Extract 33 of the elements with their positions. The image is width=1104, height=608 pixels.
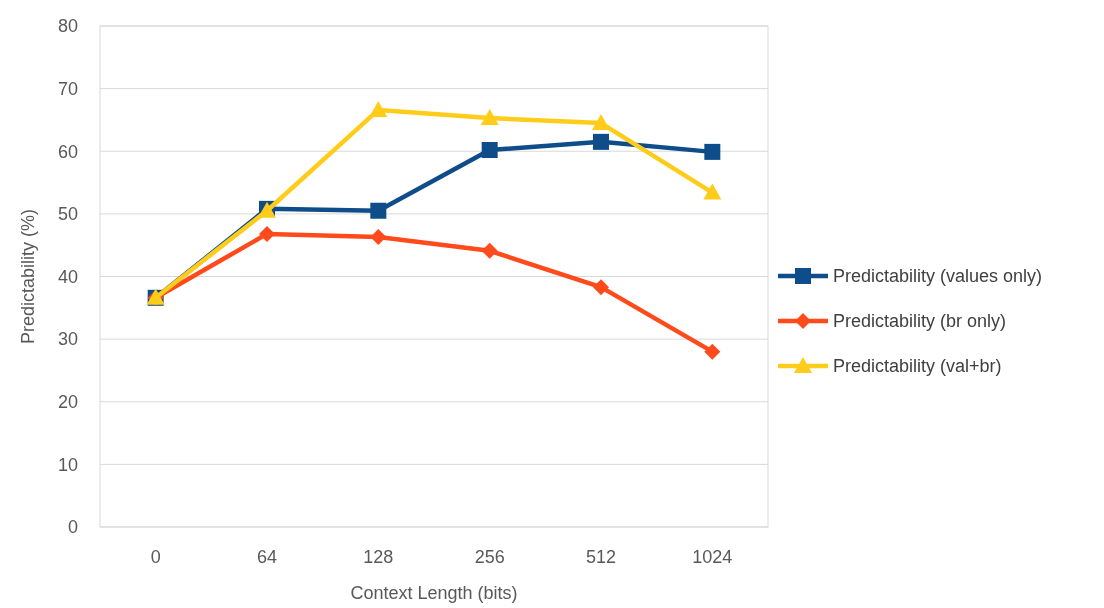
point	[480, 109, 499, 126]
y-tick-label: 70	[57, 78, 78, 99]
point	[703, 183, 722, 200]
y-tick-label: 20	[57, 392, 78, 413]
y-tick-label: 0	[67, 517, 78, 538]
x-tick-label: 64	[256, 547, 278, 568]
legend-label: Predictability (val+br)	[833, 356, 1002, 377]
x-tick-label: 1024	[692, 547, 733, 568]
x-tick-label: 128	[363, 547, 394, 568]
point	[592, 114, 610, 131]
y-tick-label: 50	[57, 204, 78, 225]
x-tick-label: 512	[585, 547, 617, 568]
x-axis-title: Context Length (bits)	[350, 583, 518, 603]
y-tick-label: 80	[57, 16, 78, 37]
point	[481, 142, 498, 158]
point	[370, 229, 387, 246]
x-tick-label: 0	[150, 547, 161, 568]
point	[593, 133, 609, 150]
point	[481, 242, 498, 259]
point	[370, 202, 387, 219]
y-tick-label: 40	[57, 266, 78, 287]
y-tick-label: 30	[57, 329, 78, 350]
x-tick-label: 256	[474, 547, 505, 568]
point	[369, 100, 388, 117]
point	[704, 343, 721, 360]
legend-label: Predictability (values only)	[833, 266, 1043, 287]
y-tick-label: 60	[57, 141, 78, 162]
point	[259, 225, 275, 242]
y-tick-label: 10	[57, 454, 78, 475]
point	[593, 279, 609, 296]
point	[704, 143, 721, 160]
legend-label: Predictability (br only)	[833, 311, 1007, 332]
y-axis-title: Predictability (%)	[18, 208, 38, 345]
